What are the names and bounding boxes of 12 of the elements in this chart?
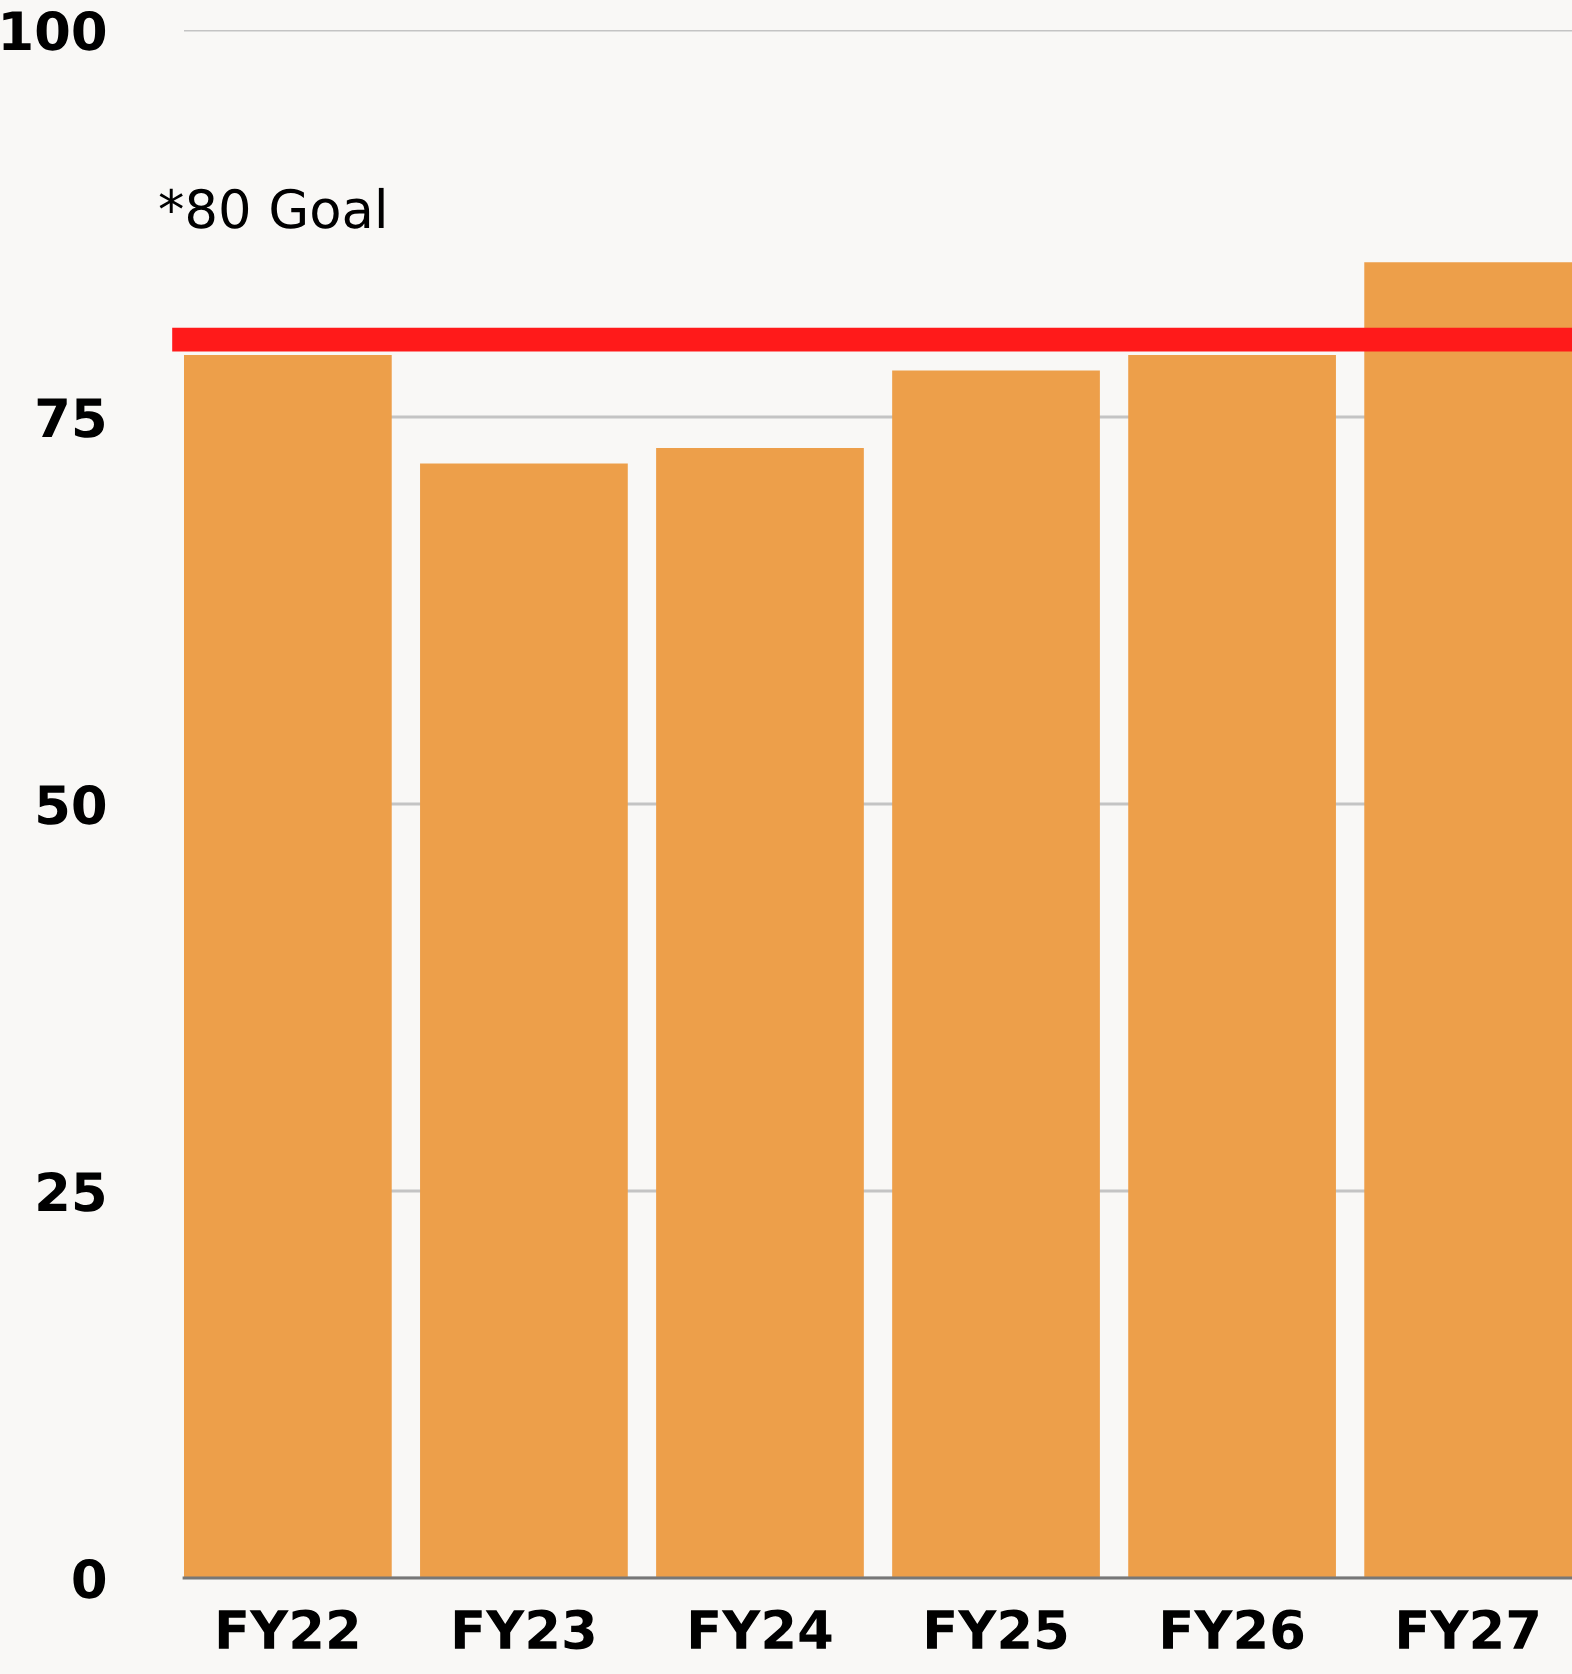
y-tick-label: 75 <box>37 398 104 438</box>
y-tick-label: 100 <box>3 10 106 51</box>
x-tick-label: FY23 <box>454 1609 594 1650</box>
x-tick-label: FY22 <box>218 1609 358 1649</box>
y-tick-label: 25 <box>38 1171 104 1212</box>
x-tick-label: FY26 <box>1163 1609 1304 1650</box>
y-tick-label: 50 <box>38 784 106 825</box>
x-tick-label: FY25 <box>927 1609 1067 1650</box>
y-tick-label: 0 <box>73 1558 106 1599</box>
x-tick-label: FY24 <box>690 1609 832 1649</box>
x-tick-label: FY27 <box>1399 1609 1538 1649</box>
ref-line-label: *80 Goal <box>159 187 384 229</box>
